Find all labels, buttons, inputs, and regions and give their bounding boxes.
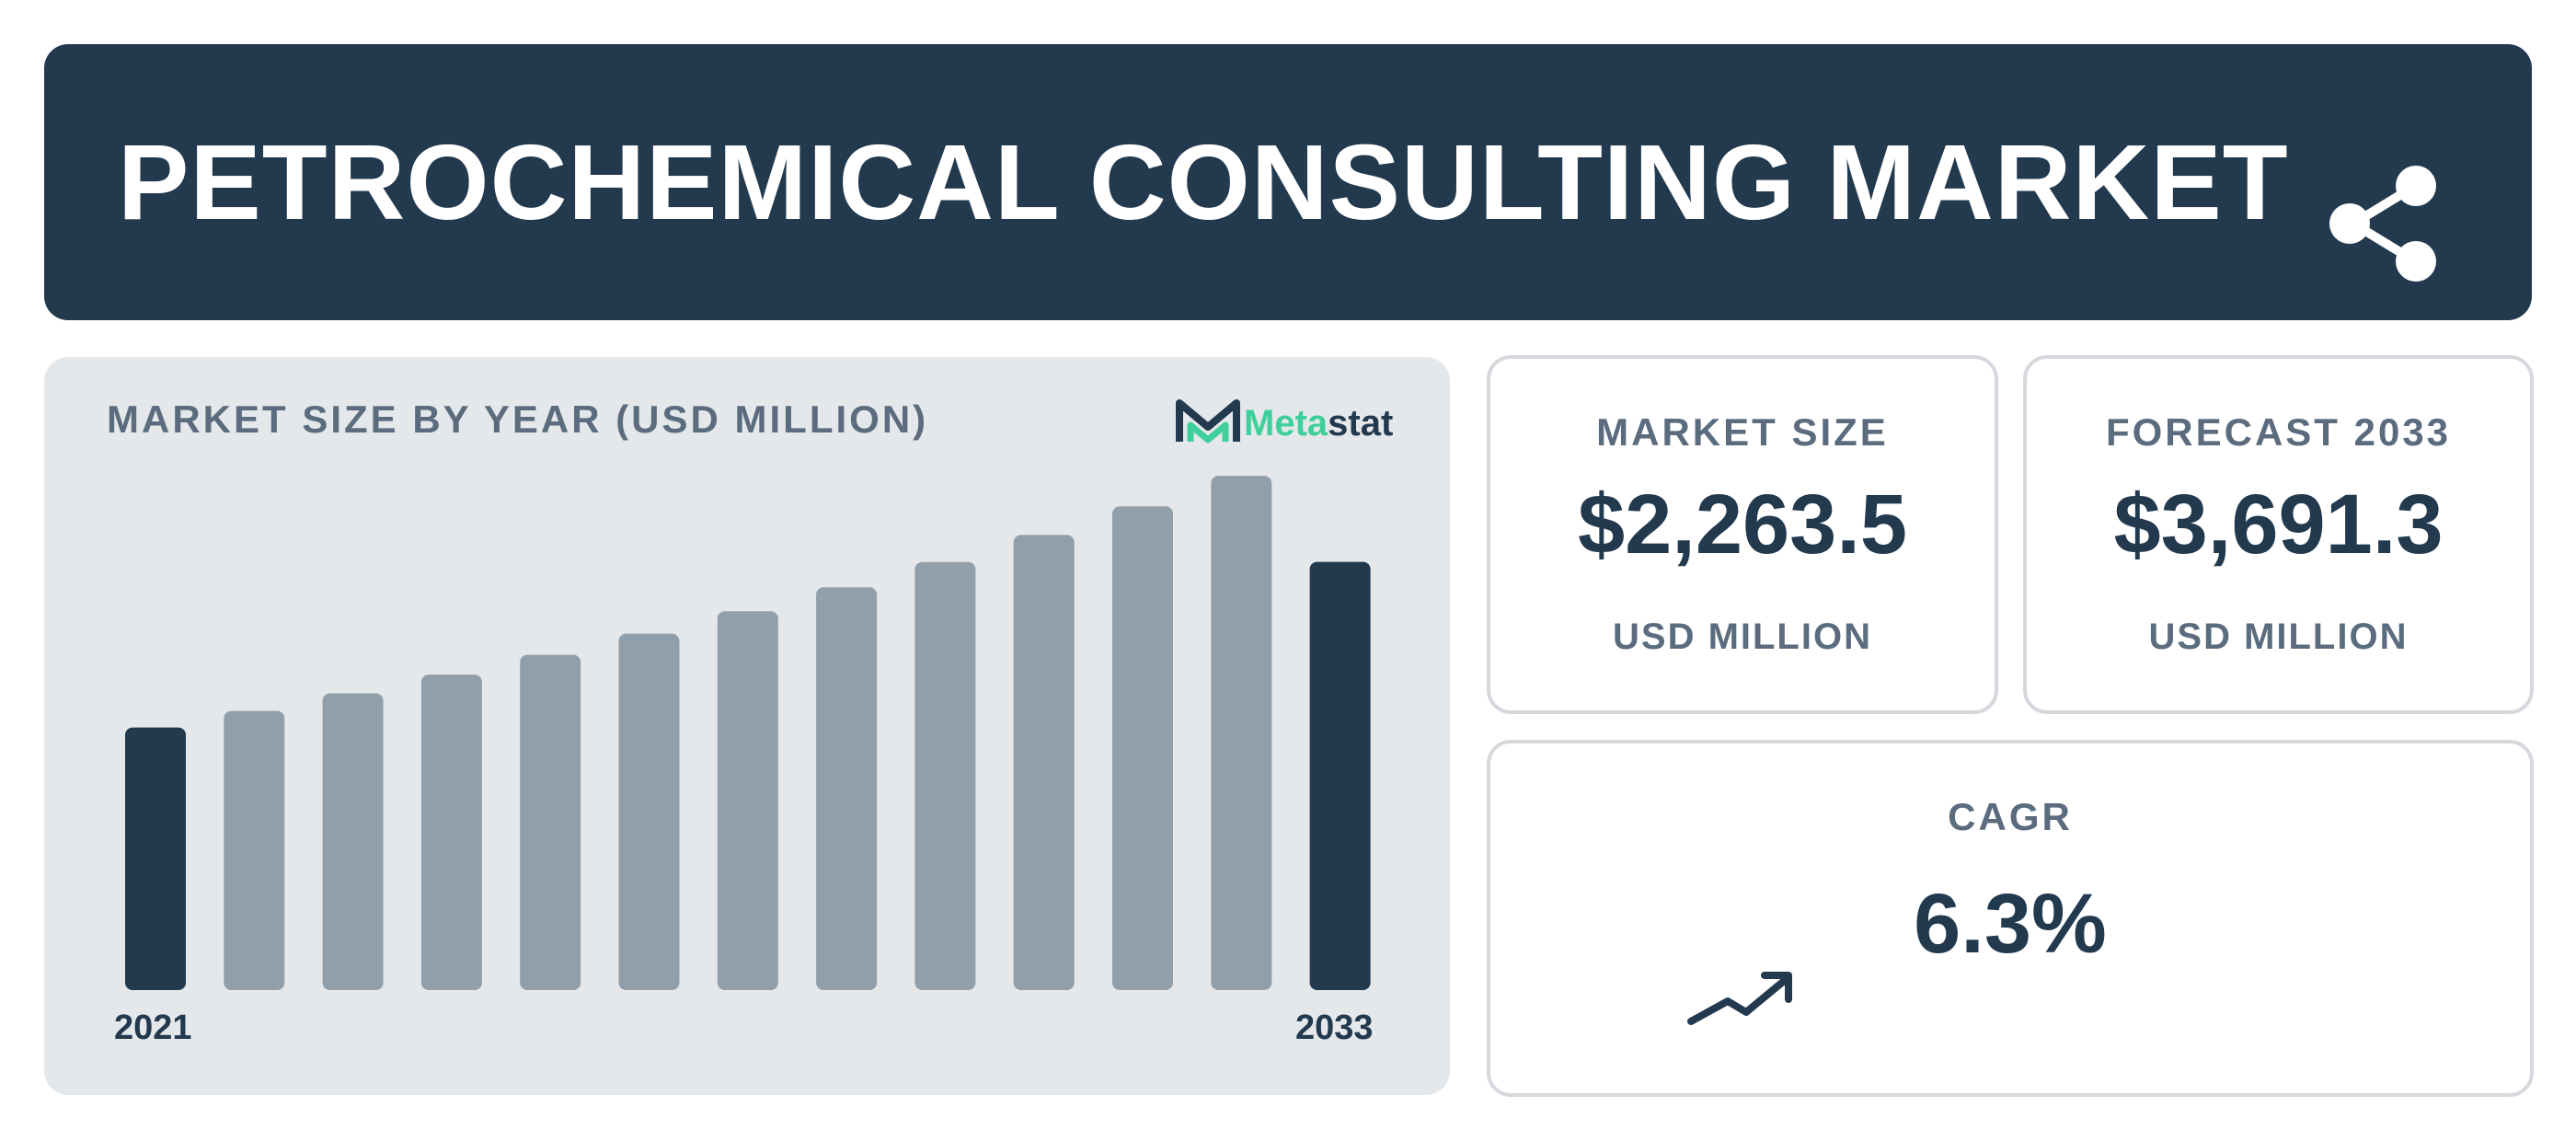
- bar-2033: [1309, 561, 1371, 990]
- header-banner: PETROCHEMICAL CONSULTING MARKET: [44, 44, 2532, 320]
- bar-2022: [224, 710, 285, 990]
- share-icon[interactable]: [2324, 166, 2440, 282]
- cagr-card: CAGR 6.3%: [1487, 740, 2534, 1097]
- page-title: PETROCHEMICAL CONSULTING MARKET: [118, 122, 2289, 242]
- bar-2030: [1013, 535, 1075, 990]
- bar-2029: [914, 561, 976, 990]
- cagr-value: 6.3%: [1914, 877, 2107, 971]
- forecast-card: FORECAST 2033 $3,691.3 USD MILLION: [2023, 355, 2534, 714]
- bar-2024: [420, 674, 482, 990]
- bar-2027: [717, 611, 778, 990]
- forecast-label: FORECAST 2033: [2105, 410, 2452, 454]
- x-axis-end-label: 2033: [1295, 1008, 1374, 1047]
- forecast-unit: USD MILLION: [2148, 617, 2409, 657]
- chart-title: MARKET SIZE BY YEAR (USD MILLION): [107, 398, 929, 441]
- bar-2026: [618, 633, 680, 990]
- market-size-unit: USD MILLION: [1613, 617, 1872, 657]
- bar-2025: [520, 654, 581, 990]
- cagr-label: CAGR: [1948, 795, 2073, 838]
- metastat-logo-icon: [1176, 399, 1240, 444]
- logo-text: Metastat: [1244, 403, 1394, 444]
- bar-2028: [816, 587, 878, 990]
- market-size-chart-card: MARKET SIZE BY YEAR (USD MILLION) Metast…: [44, 357, 1450, 1095]
- bar-2032: [1211, 476, 1272, 990]
- market-size-value: $2,263.5: [1577, 478, 1908, 571]
- forecast-value: $3,691.3: [2113, 478, 2444, 571]
- bar-2031: [1112, 506, 1173, 990]
- x-axis-start-label: 2021: [114, 1008, 192, 1047]
- market-size-card: MARKET SIZE $2,263.5 USD MILLION: [1487, 355, 1998, 714]
- bar-2023: [322, 693, 384, 990]
- bar-chart: [125, 476, 1371, 990]
- market-size-label: MARKET SIZE: [1596, 410, 1889, 454]
- bar-2021: [125, 727, 186, 990]
- trend-up-icon: [1687, 972, 1792, 1025]
